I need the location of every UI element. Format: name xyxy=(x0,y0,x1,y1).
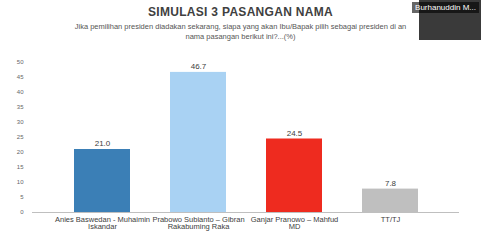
html-text:nama pasangan berikut ini?...(: nama pasangan berikut ini?...(%) xyxy=(185,32,296,41)
svg-text:15: 15 xyxy=(17,164,24,170)
html-text:SIMULASI 3 PASANGAN NAMA: SIMULASI 3 PASANGAN NAMA xyxy=(148,5,333,19)
svg-text:21.0: 21.0 xyxy=(95,139,111,148)
svg-text:24.5: 24.5 xyxy=(287,129,303,138)
html-text:Jika pemilihan presiden diadak: Jika pemilihan presiden diadakan sekaran… xyxy=(74,22,407,31)
svg-text:Ganjar Pranowo – MahfudMD: Ganjar Pranowo – MahfudMD xyxy=(251,215,339,232)
svg-text:10: 10 xyxy=(17,179,24,185)
svg-text:7.8: 7.8 xyxy=(385,179,397,188)
svg-text:Anies Baswedan - MuhaiminIskan: Anies Baswedan - MuhaiminIskandar xyxy=(55,215,150,232)
svg-text:45: 45 xyxy=(17,74,24,80)
svg-text:0: 0 xyxy=(20,209,24,215)
svg-text:20: 20 xyxy=(17,149,24,155)
svg-text:46.7: 46.7 xyxy=(191,62,207,71)
svg-text:40: 40 xyxy=(17,89,24,95)
svg-text:5: 5 xyxy=(20,194,24,200)
svg-text:30: 30 xyxy=(17,119,24,125)
svg-text:50: 50 xyxy=(17,59,24,65)
html-text:Burhanuddin M...: Burhanuddin M... xyxy=(415,3,476,12)
svg-text:35: 35 xyxy=(17,104,24,110)
svg-text:TT/TJ: TT/TJ xyxy=(381,215,401,224)
svg-text:Prabowo Subianto – GibranRakab: Prabowo Subianto – GibranRakabuming Raka xyxy=(152,215,244,232)
svg-text:25: 25 xyxy=(17,134,24,140)
